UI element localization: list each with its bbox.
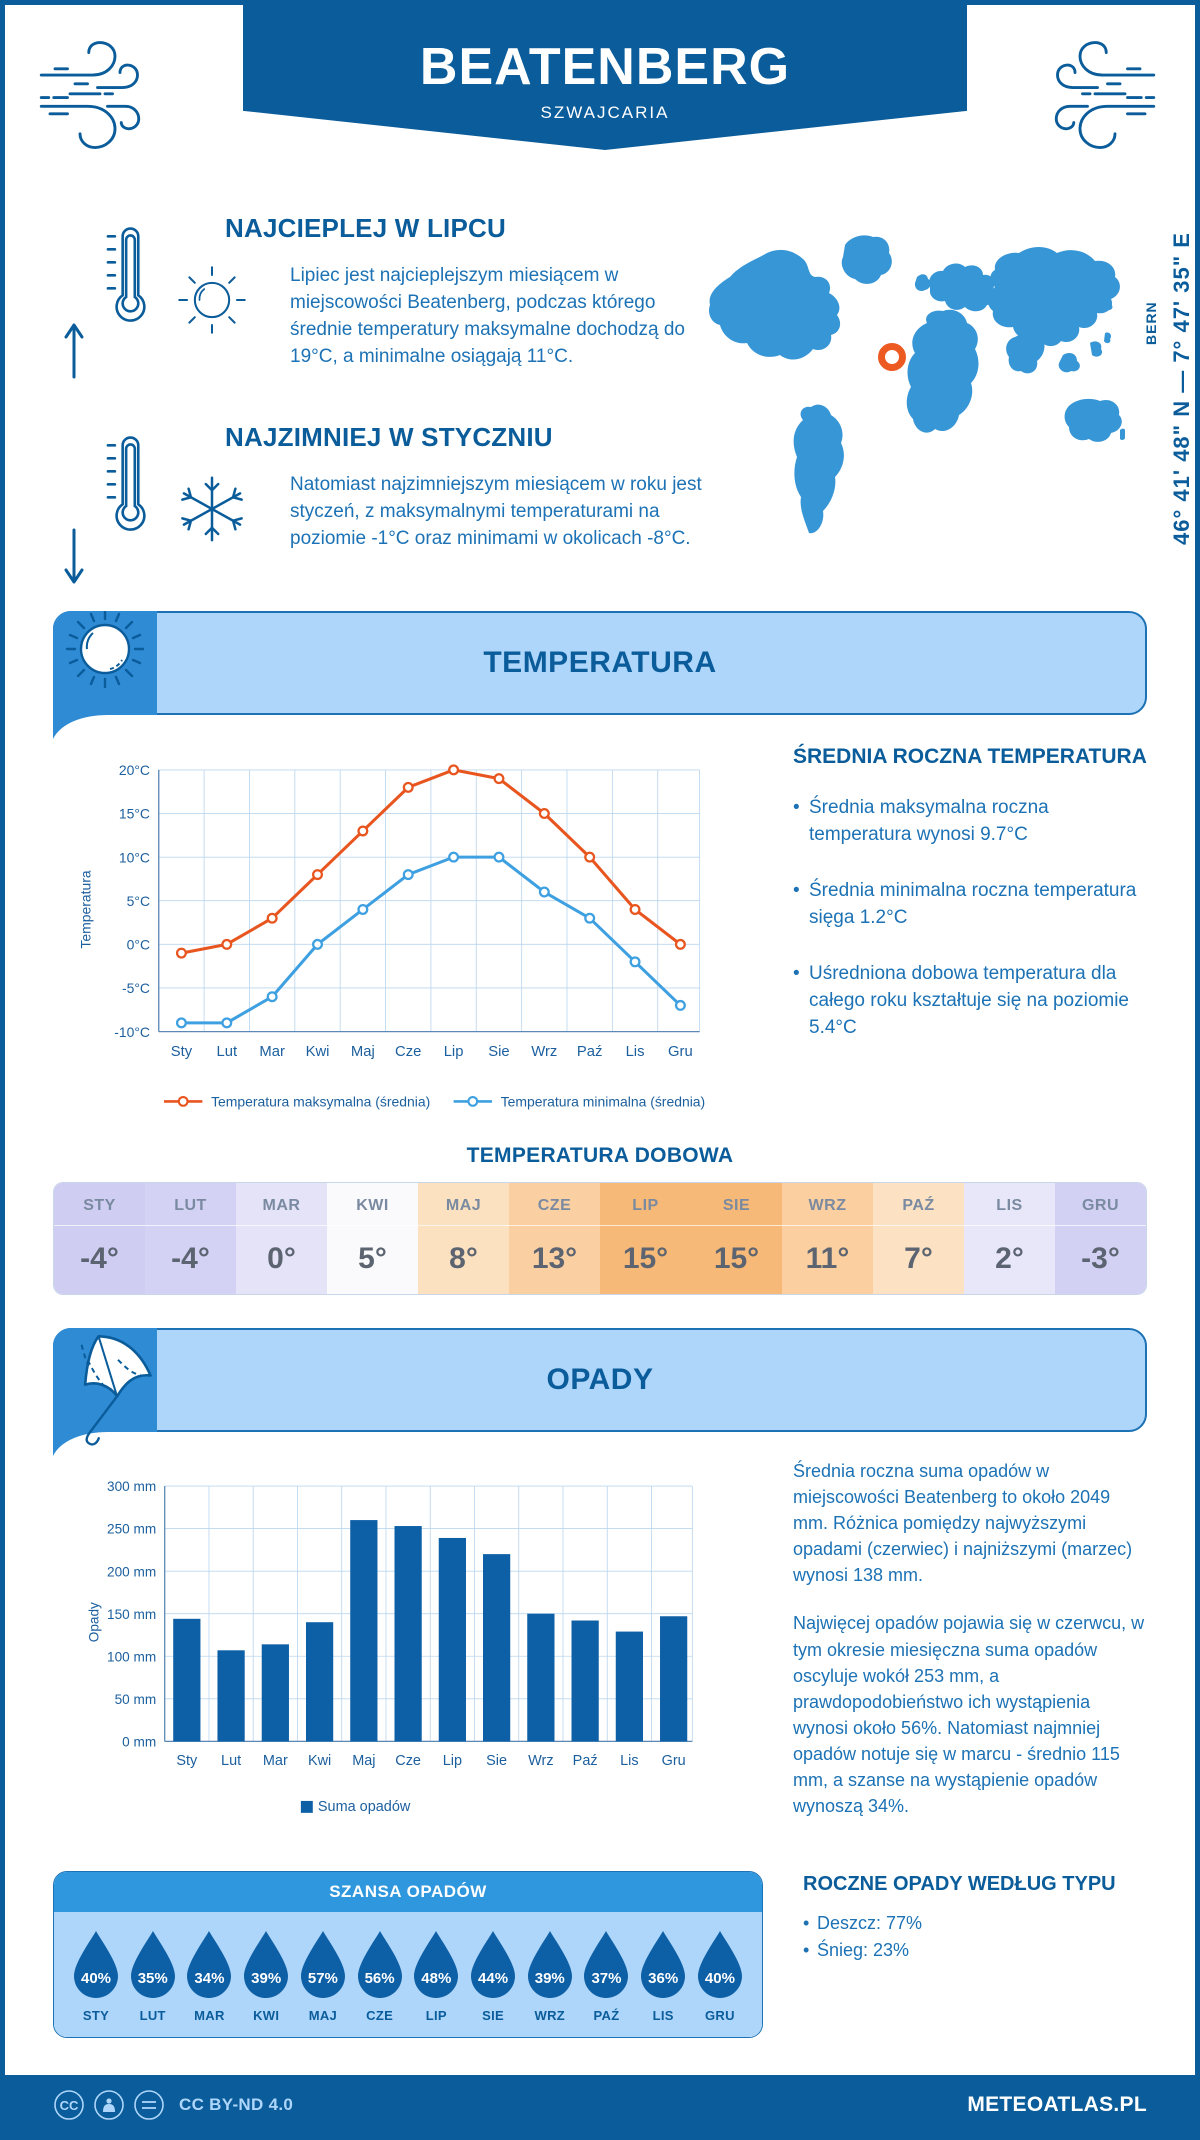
svg-text:Paź: Paź xyxy=(573,1753,598,1769)
svg-text:Sie: Sie xyxy=(486,1753,507,1769)
svg-text:CC: CC xyxy=(60,2098,79,2113)
svg-text:-10°C: -10°C xyxy=(114,1024,150,1040)
svg-text:150 mm: 150 mm xyxy=(107,1607,156,1622)
svg-text:5°C: 5°C xyxy=(127,893,150,909)
svg-text:Temperatura: Temperatura xyxy=(78,870,94,948)
svg-text:0°C: 0°C xyxy=(127,937,150,953)
svg-text:100 mm: 100 mm xyxy=(107,1649,156,1664)
svg-text:Mar: Mar xyxy=(263,1753,288,1769)
svg-text:Kwi: Kwi xyxy=(306,1044,330,1060)
svg-text:Wrz: Wrz xyxy=(528,1753,553,1769)
svg-text:Gru: Gru xyxy=(662,1753,686,1769)
svg-text:200 mm: 200 mm xyxy=(107,1564,156,1579)
svg-text:Maj: Maj xyxy=(351,1044,375,1060)
svg-text:Sie: Sie xyxy=(488,1044,509,1060)
svg-text:Sty: Sty xyxy=(176,1753,198,1769)
svg-text:Lis: Lis xyxy=(626,1044,645,1060)
svg-text:Cze: Cze xyxy=(395,1753,421,1769)
svg-text:50 mm: 50 mm xyxy=(115,1692,157,1707)
svg-text:300 mm: 300 mm xyxy=(107,1479,156,1494)
svg-text:20°C: 20°C xyxy=(119,762,150,778)
svg-text:250 mm: 250 mm xyxy=(107,1522,156,1537)
svg-text:Paź: Paź xyxy=(577,1044,603,1060)
svg-text:Mar: Mar xyxy=(259,1044,285,1060)
svg-text:Cze: Cze xyxy=(395,1044,421,1060)
svg-text:Opady: Opady xyxy=(86,1602,101,1642)
svg-text:Temperatura minimalna (średnia: Temperatura minimalna (średnia) xyxy=(501,1094,705,1110)
svg-text:Wrz: Wrz xyxy=(531,1044,557,1060)
svg-text:Lip: Lip xyxy=(443,1753,462,1769)
svg-text:Lip: Lip xyxy=(444,1044,464,1060)
svg-text:Lis: Lis xyxy=(620,1753,638,1769)
svg-text:Sty: Sty xyxy=(171,1044,193,1060)
svg-text:Kwi: Kwi xyxy=(308,1753,331,1769)
svg-text:0 mm: 0 mm xyxy=(122,1734,156,1749)
svg-text:10°C: 10°C xyxy=(119,849,150,865)
svg-text:Gru: Gru xyxy=(668,1044,693,1060)
svg-text:Temperatura maksymalna (średni: Temperatura maksymalna (średnia) xyxy=(211,1094,430,1110)
svg-text:Suma opadów: Suma opadów xyxy=(318,1799,411,1815)
svg-text:-5°C: -5°C xyxy=(122,980,150,996)
svg-text:Maj: Maj xyxy=(352,1753,375,1769)
svg-text:Lut: Lut xyxy=(221,1753,241,1769)
svg-text:Lut: Lut xyxy=(216,1044,237,1060)
svg-text:15°C: 15°C xyxy=(119,806,150,822)
